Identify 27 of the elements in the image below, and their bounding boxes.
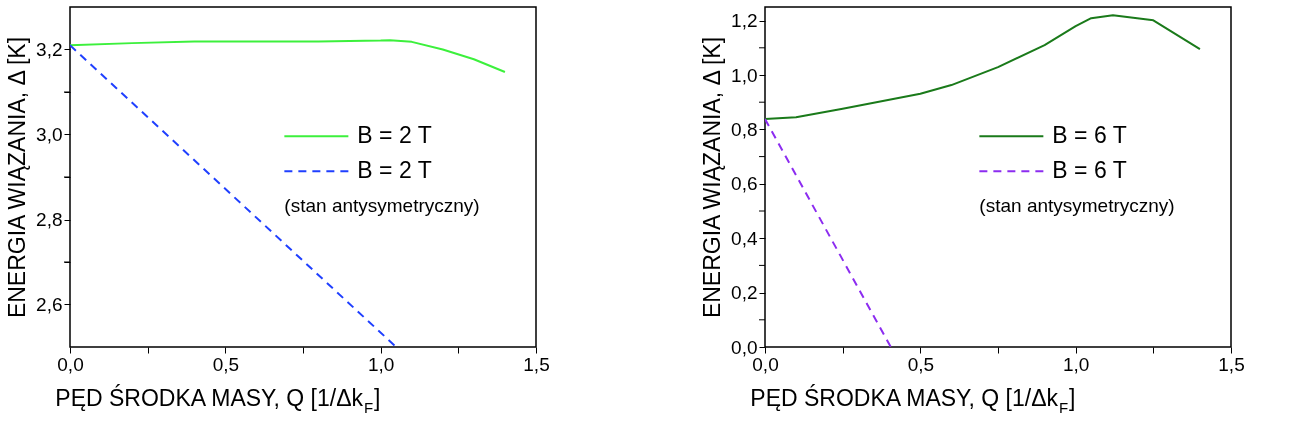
legend-label: B = 2 T [357, 157, 432, 184]
y-tick-label: 2,6 [36, 294, 63, 315]
x-tick-label: 1,0 [1062, 353, 1090, 375]
x-tick-label: 1,5 [1218, 353, 1245, 375]
legend-label: B = 2 T [357, 122, 432, 149]
y-tick-label: 3,0 [36, 124, 63, 145]
y-axis-title: ENERGIA WIĄZANIA, Δ [K] [699, 36, 726, 319]
x-tick-label: 0,5 [907, 353, 935, 375]
y-tick-label: 0,8 [731, 118, 758, 140]
legend-label: B = 6 T [1052, 122, 1127, 149]
y-tick-label: 1,2 [731, 10, 758, 32]
x-tick-label: 1,5 [523, 353, 550, 375]
annotation: (stan antysymetryczny) [979, 195, 1175, 217]
y-tick-label: 0,4 [731, 227, 758, 249]
y-tick-label: 3,2 [36, 39, 63, 60]
x-tick-label: 0,0 [57, 353, 84, 375]
y-tick-label: 0,6 [731, 173, 758, 195]
y-tick-label: 2,8 [36, 209, 63, 230]
x-tick-label: 0,5 [212, 353, 240, 375]
line-series [70, 39, 506, 74]
x-tick-label: 1,0 [367, 353, 395, 375]
y-axis-title: ENERGIA WIĄZANIA, Δ [K] [4, 36, 31, 319]
annotation: (stan antysymetryczny) [284, 195, 480, 217]
legend-label: B = 6 T [1052, 157, 1127, 184]
y-tick-label: 1,0 [731, 64, 758, 86]
y-tick-label: 0,2 [731, 282, 758, 304]
line-series [765, 14, 1201, 121]
